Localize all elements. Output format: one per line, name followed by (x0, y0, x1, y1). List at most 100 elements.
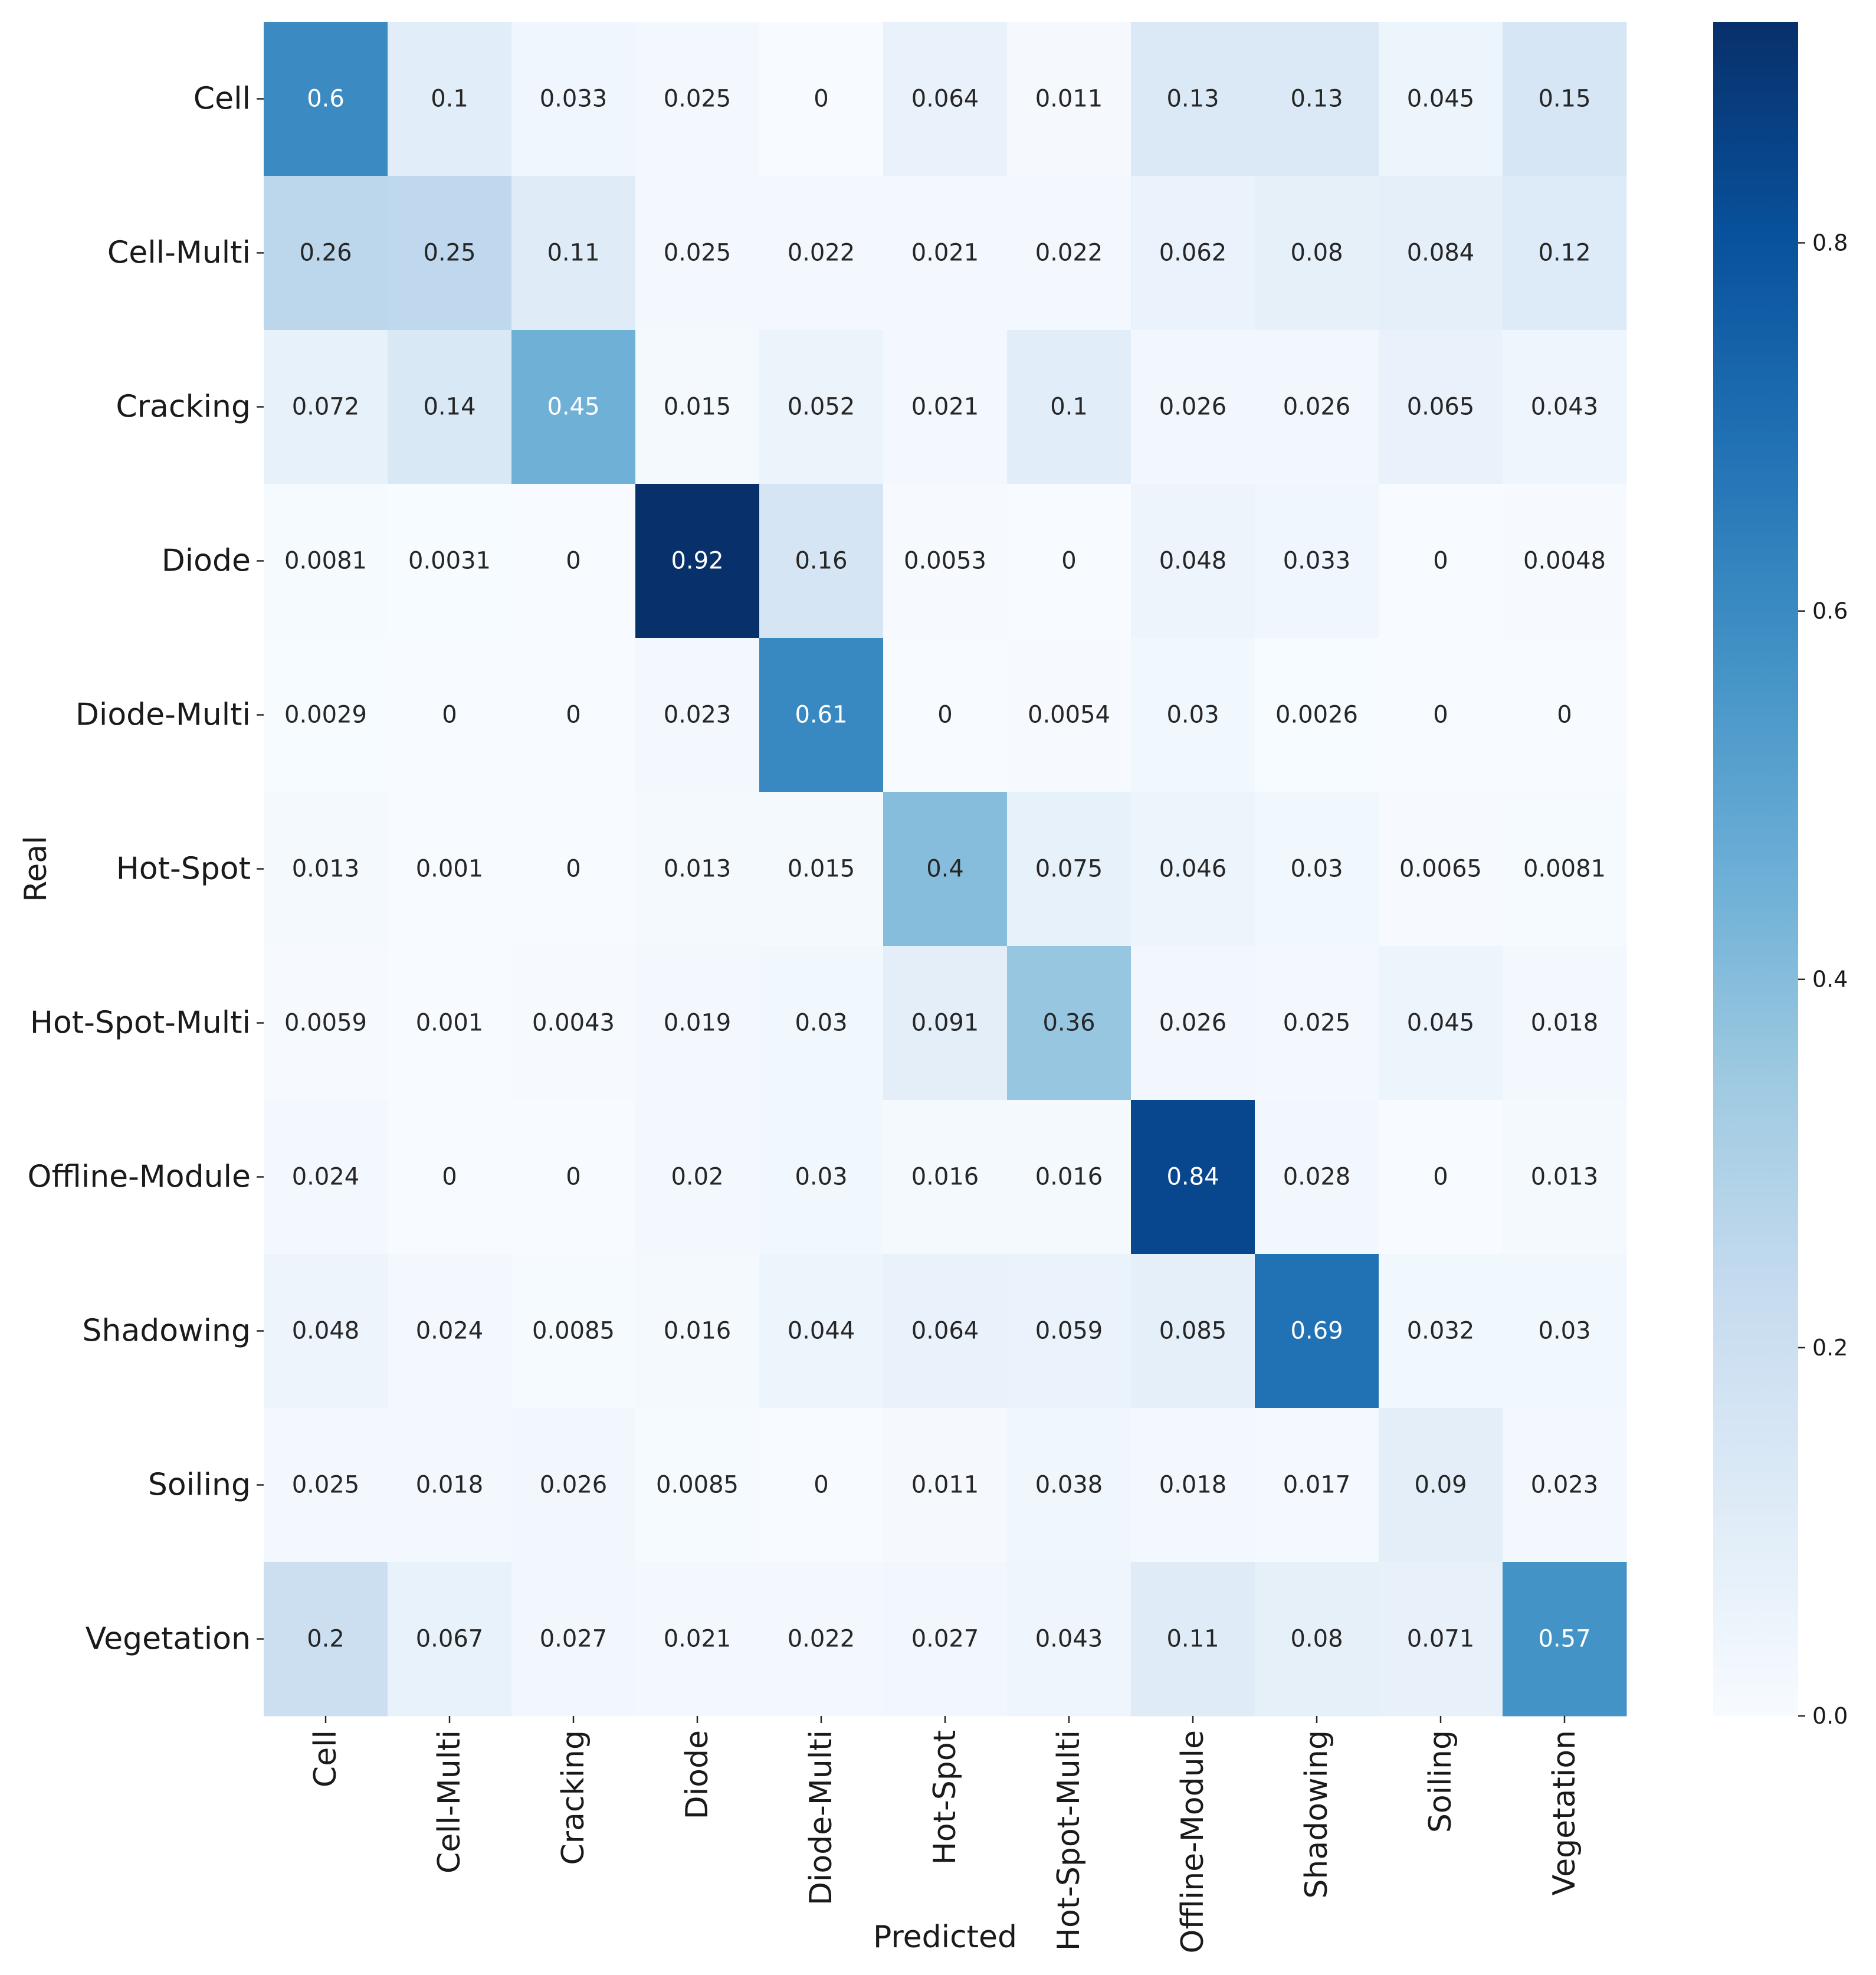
heatmap-cell-r2-c5 (883, 330, 1008, 484)
cell-value-label: 0.13 (1166, 86, 1219, 113)
heatmap-cell-r10-c1 (388, 1562, 512, 1717)
heatmap-cell-r2-c2 (511, 330, 636, 484)
heatmap-cell-r3-c4 (759, 484, 884, 638)
heatmap-cell-r0-c1 (388, 22, 512, 176)
cell-value-label: 0.61 (795, 702, 847, 729)
cell-value-label: 0.0081 (1523, 856, 1606, 883)
heatmap-cell-r3-c7 (1131, 484, 1255, 638)
heatmap-cell-r5-c6 (1007, 792, 1131, 946)
heatmap-cell-r0-c6 (1007, 22, 1131, 176)
heatmap-cell-r9-c6 (1007, 1408, 1131, 1563)
heatmap-cell-r10-c6 (1007, 1562, 1131, 1717)
colorbar: 0.0 0.2 0.4 0.6 0.8 (1713, 22, 1848, 1729)
heatmap-cell-r2-c7 (1131, 330, 1255, 484)
heatmap-cells (264, 22, 1627, 1717)
cell-value-label: 0 (1433, 1164, 1448, 1191)
heatmap-cell-r7-c10 (1503, 1100, 1627, 1255)
cell-value-label: 0.025 (1283, 1010, 1351, 1037)
cell-value-label: 0.011 (911, 1472, 979, 1499)
heatmap-cell-r1-c6 (1007, 176, 1131, 330)
heatmap-cell-r5-c0 (264, 792, 388, 946)
cell-value-label: 0.2 (307, 1626, 345, 1653)
cell-value-label: 0.018 (416, 1472, 484, 1499)
x-tick-label: Hot-Spot (927, 1730, 963, 1865)
heatmap-cell-r5-c1 (388, 792, 512, 946)
cell-value-label: 0.08 (1290, 240, 1343, 267)
cell-value-label: 0.091 (911, 1010, 979, 1037)
heatmap-cell-r3-c5 (883, 484, 1008, 638)
cell-value-label: 0.013 (292, 856, 360, 883)
heatmap-cell-r1-c1 (388, 176, 512, 330)
heatmap-cell-r9-c4 (759, 1408, 884, 1563)
cell-value-label: 0.075 (1035, 856, 1103, 883)
heatmap-cell-r7-c9 (1379, 1100, 1503, 1255)
x-tick-label: Cell (308, 1730, 343, 1787)
cell-value-label: 0.92 (671, 548, 723, 575)
heatmap-cell-r8-c6 (1007, 1254, 1131, 1409)
heatmap-cell-r6-c9 (1379, 946, 1503, 1101)
cell-value-label: 0.0048 (1523, 548, 1606, 575)
cell-value-label: 0.027 (911, 1626, 979, 1653)
cell-value-label: 0.025 (664, 240, 732, 267)
heatmap-cell-r4-c4 (759, 638, 884, 792)
heatmap-cell-r7-c2 (511, 1100, 636, 1255)
cell-value-label: 0.052 (788, 394, 855, 421)
heatmap-cell-r10-c9 (1379, 1562, 1503, 1717)
cell-value-label: 0.015 (788, 856, 855, 883)
x-tick-label: Soiling (1423, 1730, 1458, 1833)
cell-value-label: 0.013 (1531, 1164, 1599, 1191)
heatmap-cell-r9-c3 (635, 1408, 760, 1563)
cell-value-label: 0.027 (540, 1626, 608, 1653)
heatmap-cell-r10-c7 (1131, 1562, 1255, 1717)
cell-value-label: 0 (937, 702, 952, 729)
cell-value-label: 0.1 (431, 86, 468, 113)
cell-value-label: 0.025 (292, 1472, 360, 1499)
heatmap-cell-r10-c2 (511, 1562, 636, 1717)
x-axis-title: Predicted (873, 1920, 1017, 1955)
cell-value-label: 0.026 (1283, 394, 1351, 421)
cell-value-label: 0.0029 (284, 702, 367, 729)
cell-value-label: 0.026 (1159, 394, 1227, 421)
cell-value-label: 0.11 (547, 240, 599, 267)
heatmap-cell-r4-c6 (1007, 638, 1131, 792)
cell-value-label: 0.072 (292, 394, 360, 421)
cell-value-label: 0.011 (1035, 86, 1103, 113)
y-tick-label: Hot-Spot-Multi (30, 1005, 251, 1041)
cell-value-label: 0.022 (788, 1626, 855, 1653)
heatmap-cell-r2-c0 (264, 330, 388, 484)
heatmap-cell-r0-c5 (883, 22, 1008, 176)
heatmap-cell-r8-c4 (759, 1254, 884, 1409)
cell-value-label: 0.033 (540, 86, 608, 113)
x-tick-label: Vegetation (1547, 1730, 1582, 1895)
cell-value-label: 0.021 (911, 240, 979, 267)
heatmap-cell-r8-c7 (1131, 1254, 1255, 1409)
heatmap-cell-r0-c8 (1255, 22, 1379, 176)
cell-value-label: 0.03 (795, 1010, 847, 1037)
cell-value-label: 0.022 (1035, 240, 1103, 267)
cell-value-label: 0.048 (1159, 548, 1227, 575)
y-tick-label: Vegetation (86, 1622, 251, 1657)
x-tick-label: Diode (680, 1730, 715, 1819)
cell-value-label: 0.0043 (532, 1010, 615, 1037)
colorbar-gradient (1713, 22, 1798, 1716)
heatmap-cell-r4-c1 (388, 638, 512, 792)
cell-value-label: 0.013 (664, 856, 732, 883)
heatmap-cell-r8-c3 (635, 1254, 760, 1409)
cell-value-label: 0.0054 (1028, 702, 1110, 729)
heatmap-cell-r7-c3 (635, 1100, 760, 1255)
heatmap-cell-r10-c5 (883, 1562, 1008, 1717)
heatmap-cell-r1-c0 (264, 176, 388, 330)
heatmap-cell-r10-c3 (635, 1562, 760, 1717)
cell-value-label: 0.016 (911, 1164, 979, 1191)
cell-value-label: 0.033 (1283, 548, 1351, 575)
x-tick-label: Offline-Module (1175, 1730, 1211, 1953)
heatmap-cell-r10-c8 (1255, 1562, 1379, 1717)
heatmap-cell-r0-c10 (1503, 22, 1627, 176)
colorbar-ticks: 0.0 0.2 0.4 0.6 0.8 (1798, 230, 1848, 1729)
cell-value-label: 0.064 (911, 86, 979, 113)
heatmap-cell-r5-c3 (635, 792, 760, 946)
colorbar-tick-label: 0.8 (1812, 230, 1848, 256)
heatmap-cell-r5-c2 (511, 792, 636, 946)
y-tick-label: Offline-Module (28, 1160, 251, 1195)
